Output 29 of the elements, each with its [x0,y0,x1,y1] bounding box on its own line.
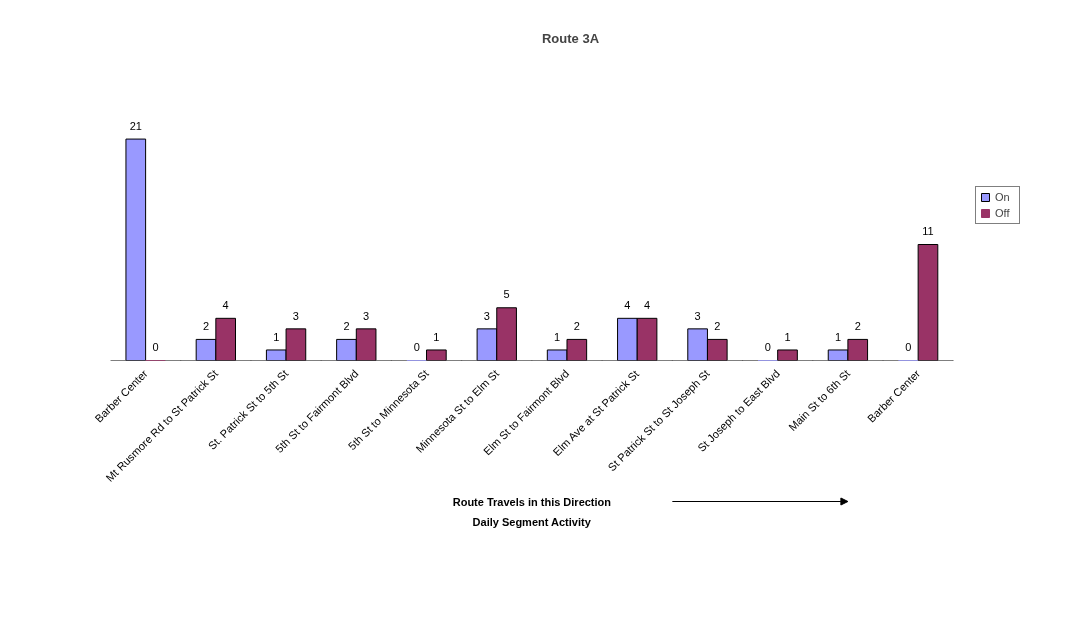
legend-label: Off [995,207,1011,219]
data-label: 3 [483,309,490,322]
data-label: 1 [554,330,561,343]
data-label: 4 [624,299,631,312]
data-label: 1 [835,330,842,343]
data-label: 21 [129,119,142,132]
data-label: 2 [854,320,861,333]
data-label: 3 [363,309,370,322]
data-label: 3 [292,309,299,322]
data-label: 2 [714,320,721,333]
data-label: 2 [202,320,210,333]
data-label: 11 [922,225,934,238]
data-label: 4 [643,299,651,312]
chart-title: Route 3A [541,30,600,46]
data-label: 3 [694,309,701,322]
data-label: 4 [222,299,229,312]
data-label: 2 [343,320,350,333]
data-label: 2 [573,320,580,333]
data-label: 0 [152,341,159,354]
legend-label: On [995,191,1011,203]
x-axis-title: Route Travels in this Direction [452,495,612,508]
data-label: 1 [433,330,440,343]
data-label: 0 [413,341,420,354]
data-label: 0 [905,341,912,354]
data-label: 1 [784,330,791,343]
data-label: 1 [273,330,280,343]
data-label: 5 [503,288,510,301]
data-label: 0 [764,341,771,354]
text: Daily Segment Activity [472,515,592,528]
